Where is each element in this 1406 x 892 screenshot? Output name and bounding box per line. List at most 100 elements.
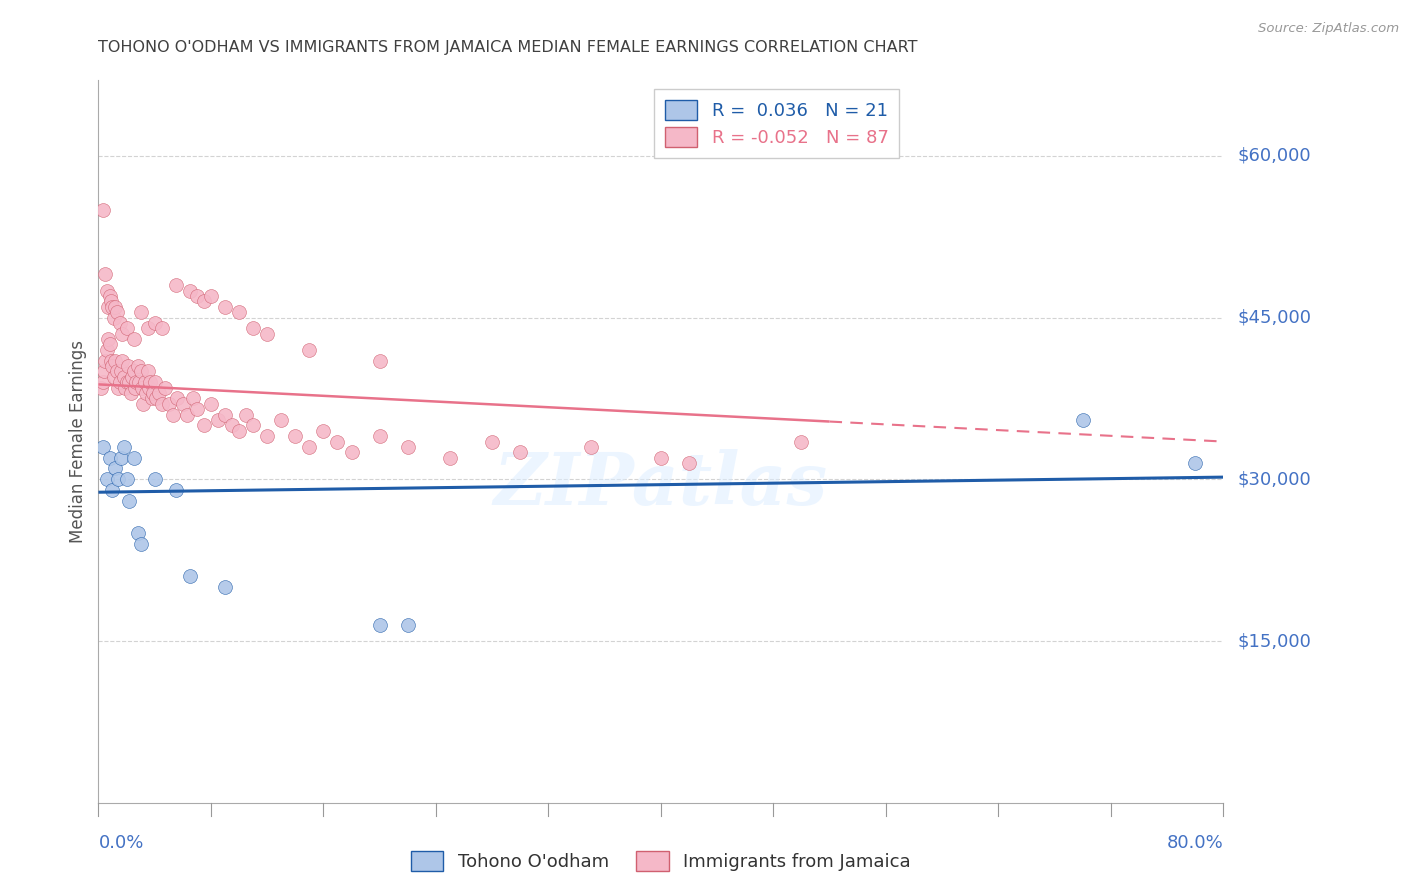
Point — [145, 392, 167, 406]
Point — [165, 278, 187, 293]
Point — [134, 376, 156, 390]
Point — [124, 381, 146, 395]
Point — [94, 268, 117, 282]
Point — [112, 369, 135, 384]
Point — [186, 289, 208, 303]
Point — [242, 418, 264, 433]
Point — [143, 376, 166, 390]
Point — [91, 376, 114, 390]
Point — [176, 408, 198, 422]
Point — [228, 424, 250, 438]
Point — [128, 376, 150, 390]
Point — [179, 569, 201, 583]
Point — [132, 397, 155, 411]
Point — [97, 300, 120, 314]
Point — [1071, 413, 1094, 427]
Point — [105, 364, 128, 378]
Point — [107, 381, 129, 395]
Point — [162, 408, 184, 422]
Point — [396, 618, 419, 632]
Point — [118, 376, 141, 390]
Point — [129, 305, 152, 319]
Point — [103, 310, 125, 325]
Point — [509, 445, 531, 459]
Point — [214, 408, 236, 422]
Point — [242, 321, 264, 335]
Point — [108, 376, 131, 390]
Point — [114, 381, 136, 395]
Point — [143, 316, 166, 330]
Point — [98, 289, 121, 303]
Point — [298, 440, 321, 454]
Point — [110, 450, 132, 465]
Text: 80.0%: 80.0% — [1167, 834, 1223, 852]
Point — [135, 386, 157, 401]
Point — [284, 429, 307, 443]
Legend: R =  0.036   N = 21, R = -0.052   N = 87: R = 0.036 N = 21, R = -0.052 N = 87 — [654, 89, 900, 158]
Text: $30,000: $30,000 — [1237, 470, 1310, 488]
Point — [207, 413, 229, 427]
Point — [200, 397, 222, 411]
Point — [256, 326, 278, 341]
Point — [96, 284, 118, 298]
Point — [650, 450, 672, 465]
Point — [481, 434, 503, 449]
Point — [141, 392, 163, 406]
Point — [127, 526, 149, 541]
Point — [396, 440, 419, 454]
Point — [179, 284, 201, 298]
Point — [214, 300, 236, 314]
Point — [186, 402, 208, 417]
Text: TOHONO O'ODHAM VS IMMIGRANTS FROM JAMAICA MEDIAN FEMALE EARNINGS CORRELATION CHA: TOHONO O'ODHAM VS IMMIGRANTS FROM JAMAIC… — [98, 40, 918, 55]
Text: $15,000: $15,000 — [1237, 632, 1312, 650]
Point — [368, 618, 391, 632]
Point — [122, 450, 145, 465]
Point — [121, 369, 143, 384]
Point — [138, 381, 160, 395]
Point — [256, 429, 278, 443]
Point — [181, 392, 204, 406]
Point — [142, 386, 165, 401]
Point — [122, 332, 145, 346]
Point — [96, 472, 118, 486]
Point — [131, 381, 153, 395]
Point — [104, 461, 127, 475]
Point — [97, 332, 120, 346]
Point — [148, 386, 170, 401]
Point — [172, 397, 194, 411]
Point — [312, 424, 335, 438]
Text: ZIPatlas: ZIPatlas — [494, 450, 828, 520]
Point — [105, 305, 128, 319]
Point — [193, 418, 215, 433]
Y-axis label: Median Female Earnings: Median Female Earnings — [69, 340, 87, 543]
Point — [115, 472, 138, 486]
Point — [115, 321, 138, 335]
Point — [108, 316, 131, 330]
Point — [104, 300, 127, 314]
Point — [340, 445, 363, 459]
Point — [101, 359, 124, 373]
Point — [117, 359, 139, 373]
Point — [100, 353, 122, 368]
Point — [139, 376, 162, 390]
Point — [579, 440, 602, 454]
Point — [150, 397, 173, 411]
Text: Source: ZipAtlas.com: Source: ZipAtlas.com — [1258, 22, 1399, 36]
Point — [98, 450, 121, 465]
Point — [1184, 456, 1206, 470]
Point — [107, 472, 129, 486]
Point — [221, 418, 243, 433]
Point — [193, 294, 215, 309]
Point — [129, 537, 152, 551]
Point — [111, 326, 134, 341]
Point — [115, 376, 138, 390]
Point — [153, 381, 176, 395]
Point — [90, 381, 112, 395]
Point — [136, 321, 159, 335]
Point — [439, 450, 461, 465]
Point — [101, 300, 124, 314]
Point — [96, 343, 118, 357]
Point — [270, 413, 292, 427]
Point — [214, 580, 236, 594]
Point — [118, 493, 141, 508]
